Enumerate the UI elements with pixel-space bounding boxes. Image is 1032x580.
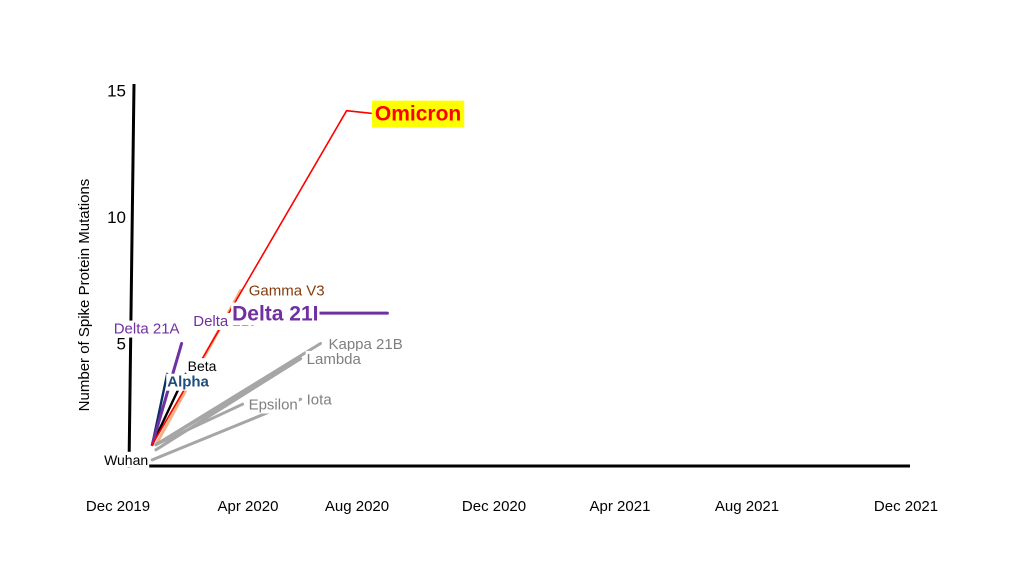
series-label-text: Beta xyxy=(188,358,217,374)
series-label-delta-21a: Delta 21A xyxy=(112,320,181,338)
x-tick-label: Dec 2019 xyxy=(86,498,150,515)
label-highlight xyxy=(371,100,465,128)
x-tick-label: Dec 2021 xyxy=(874,498,938,515)
y-tick-label: 15 xyxy=(107,82,126,101)
x-tick-label: Dec 2020 xyxy=(462,498,526,515)
series-label-kappa-21b: Kappa 21B xyxy=(327,335,404,353)
x-tick-label: Aug 2020 xyxy=(325,498,389,515)
label-background xyxy=(247,396,299,414)
series-label-omicron: Omicron xyxy=(371,100,465,128)
series-label-text: Iota xyxy=(307,391,333,408)
series-label-gamma-v3: Gamma V3 xyxy=(247,282,326,300)
series-label-beta: Beta xyxy=(186,358,218,375)
label-background xyxy=(305,391,334,409)
label-background xyxy=(166,373,211,391)
label-background xyxy=(247,282,326,300)
y-axis-label: Number of Spike Protein Mutations xyxy=(76,179,93,412)
series-line-delta-21a-3 xyxy=(150,342,184,447)
series-label-text: Lambda xyxy=(307,351,362,368)
series-label-iota: Iota xyxy=(305,391,334,409)
series-label-epsilon: Epsilon xyxy=(247,396,299,414)
series-label-text: Delta 21I xyxy=(232,302,318,325)
series-label-lambda: Lambda xyxy=(305,350,363,368)
label-background xyxy=(231,302,320,326)
series-label-text: Alpha xyxy=(167,374,209,391)
series-label-text: Delta 21A xyxy=(114,321,180,338)
y-tick-label: 5 xyxy=(117,335,126,354)
label-background xyxy=(186,358,218,375)
series-line-epsilon-11 xyxy=(154,402,245,447)
label-background xyxy=(103,451,150,468)
axes-layer: Number of Spike Protein Mutations xyxy=(76,83,910,469)
series-line-omicron-8 xyxy=(151,109,373,446)
series-label-text: Gamma V3 xyxy=(249,283,325,300)
ticks-layer: Dec 2019 Apr 2020 Aug 2020 Dec 2020 Apr 2021… xyxy=(86,82,938,516)
series-label-text: Wuhan xyxy=(104,452,148,468)
series-label-text: Kappa 21B xyxy=(328,336,402,353)
label-background xyxy=(327,335,404,353)
label-background xyxy=(305,350,363,368)
y-tick-label: 10 xyxy=(107,208,126,227)
series-label-text: Omicron xyxy=(375,103,461,126)
y-axis-line xyxy=(127,83,136,469)
series-label-delta-21i: Delta 21I xyxy=(231,302,320,326)
series-label-alpha: Alpha xyxy=(166,373,211,391)
series-line-unlabeled-13 xyxy=(154,357,303,452)
x-tick-label: Apr 2021 xyxy=(590,498,651,515)
x-tick-label: Apr 2020 xyxy=(218,498,279,515)
x-tick-label: Aug 2021 xyxy=(715,498,779,515)
label-background xyxy=(112,320,181,338)
series-label-text: Epsilon xyxy=(249,396,298,413)
series-label-wuhan: Wuhan xyxy=(103,451,150,468)
